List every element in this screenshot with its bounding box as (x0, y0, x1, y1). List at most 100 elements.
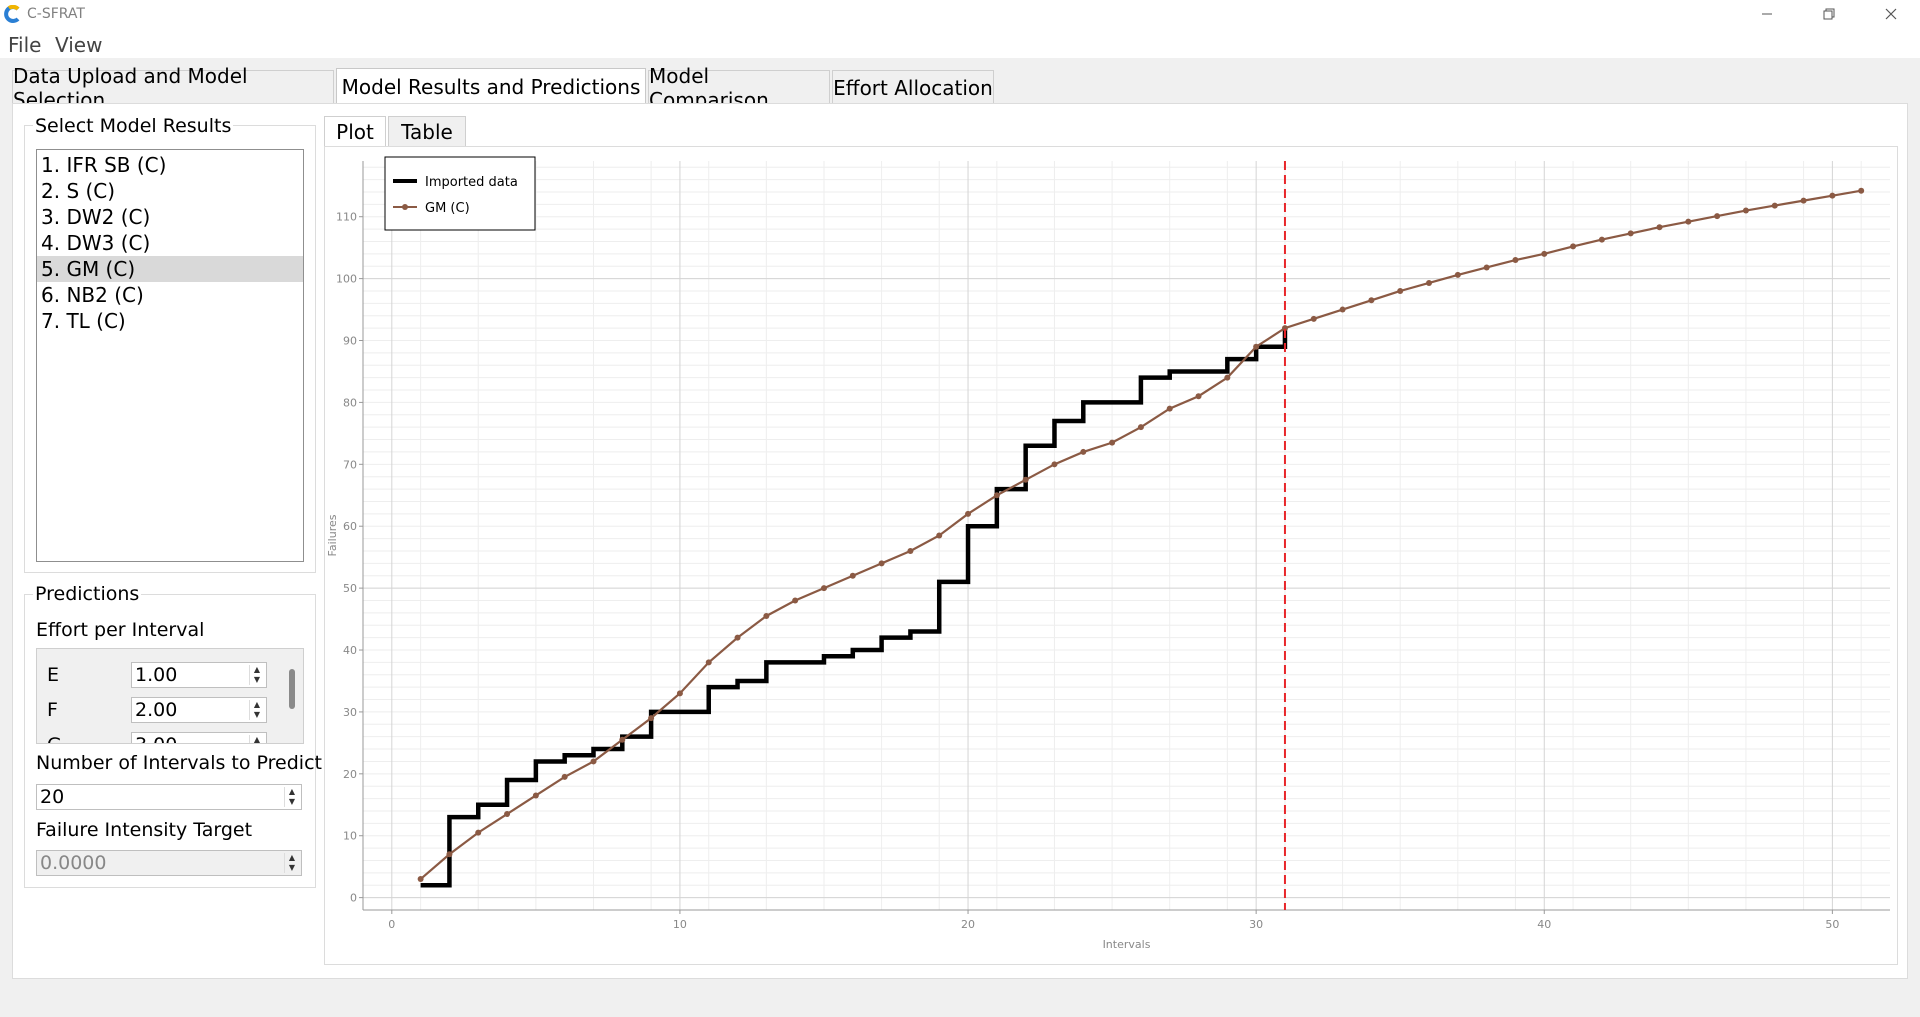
spin-down-icon[interactable]: ▼ (288, 797, 296, 806)
chart-grid (362, 161, 1890, 910)
gm-model-point (1051, 461, 1058, 468)
spin-up-icon[interactable]: ▲ (253, 665, 261, 674)
tab-effort-allocation[interactable]: Effort Allocation (832, 70, 994, 104)
intervals-to-predict-spinbox[interactable]: 20 ▲ ▼ (36, 784, 302, 810)
gm-model-point (1080, 448, 1087, 455)
effort-e-value: 1.00 (135, 664, 178, 686)
legend-imported-label: Imported data (425, 175, 518, 190)
minimize-icon (1762, 13, 1772, 15)
gm-model-point (1800, 197, 1807, 204)
gm-model-point (1339, 306, 1346, 313)
menu-bar: File View (0, 28, 1920, 58)
gm-model-point (1109, 439, 1116, 446)
effort-scrollbar-handle[interactable] (289, 669, 295, 709)
gm-model-point (1627, 230, 1634, 237)
spin-arrows[interactable]: ▲▼ (284, 853, 299, 873)
model-results-list[interactable]: 1. IFR SB (C) 2. S (C) 3. DW2 (C) 4. DW3… (36, 149, 304, 562)
spin-up-icon[interactable]: ▲ (288, 787, 296, 796)
y-tick-label: 80 (343, 396, 357, 409)
title-bar: C-SFRAT (0, 0, 1920, 28)
y-tick-label: 60 (343, 520, 357, 533)
gm-model-point (1742, 207, 1749, 214)
failure-intensity-target-spinbox[interactable]: 0.0000 ▲ ▼ (36, 850, 302, 876)
gm-model-point (475, 829, 482, 836)
effort-row-label: F (47, 699, 58, 721)
effort-per-interval-label: Effort per Interval (36, 619, 205, 641)
x-tick-label: 30 (1249, 918, 1263, 931)
predictions-title: Predictions (33, 583, 142, 605)
gm-model-point (792, 597, 799, 604)
gm-model-point (1195, 393, 1202, 400)
intervals-to-predict-value: 20 (40, 786, 65, 808)
gm-model-point (1541, 250, 1548, 257)
effort-g-value: 3.00 (135, 734, 177, 743)
restore-button[interactable] (1806, 0, 1852, 28)
subtab-plot[interactable]: Plot (324, 116, 386, 146)
spin-down-icon[interactable]: ▼ (253, 710, 261, 719)
list-item[interactable]: 2. S (C) (41, 179, 116, 203)
gm-model-point (907, 547, 914, 554)
menu-view[interactable]: View (55, 33, 103, 57)
gm-model-point (849, 572, 856, 579)
gm-model-point (619, 736, 626, 743)
list-item[interactable]: 6. NB2 (C) (41, 283, 144, 307)
spin-arrows[interactable]: ▲▼ (249, 665, 264, 685)
x-tick-label: 20 (961, 918, 975, 931)
gm-model-point (446, 851, 453, 858)
spin-arrows[interactable]: ▲▼ (284, 787, 299, 807)
effort-per-interval-area[interactable]: E 1.00 ▲▼ F 2.00 ▲▼ G 3.00 ▲▼ (36, 648, 304, 744)
gm-model-point (1771, 202, 1778, 209)
spin-up-icon[interactable]: ▲ (253, 700, 261, 709)
x-axis-label: Intervals (1103, 938, 1151, 951)
x-tick-label: 0 (388, 918, 395, 931)
y-axis-label: Failures (326, 514, 339, 556)
tab-data-upload[interactable]: Data Upload and Model Selection (12, 64, 334, 112)
y-tick-label: 100 (336, 273, 357, 286)
gm-model-point (1310, 315, 1317, 322)
close-button[interactable] (1868, 0, 1914, 28)
list-item[interactable]: 1. IFR SB (C) (41, 153, 167, 177)
list-item[interactable]: 3. DW2 (C) (41, 205, 151, 229)
results-chart[interactable]: 0 10 20 30 40 50 0 10 20 30 40 50 60 70 80 90 100 110 Inte… (325, 147, 1897, 964)
gm-model-point (417, 876, 424, 883)
effort-g-spinbox[interactable]: 3.00 ▲▼ (131, 732, 267, 744)
gm-model-point (1166, 405, 1173, 412)
failure-intensity-target-value: 0.0000 (40, 852, 107, 874)
list-item[interactable]: 4. DW3 (C) (41, 231, 151, 255)
effort-f-value: 2.00 (135, 699, 178, 721)
gm-model-point (1714, 213, 1721, 220)
gm-model-point (676, 690, 683, 697)
gm-model-point (1397, 287, 1404, 294)
menu-file[interactable]: File (8, 33, 42, 57)
spin-up-icon[interactable]: ▲ (253, 735, 261, 744)
spin-arrows[interactable]: ▲▼ (249, 700, 264, 720)
list-item[interactable]: 7. TL (C) (41, 309, 126, 333)
y-tick-label: 70 (343, 458, 357, 471)
tab-model-comparison[interactable]: Model Comparison (648, 64, 830, 112)
gm-model-point (1224, 374, 1231, 381)
y-tick-label: 110 (336, 211, 357, 224)
effort-e-spinbox[interactable]: 1.00 ▲ ▼ (131, 662, 267, 688)
x-tick-label: 40 (1537, 918, 1551, 931)
minimize-button[interactable] (1744, 0, 1790, 28)
spin-down-icon[interactable]: ▼ (288, 863, 296, 872)
list-item-selected[interactable]: 5. GM (C) (37, 256, 303, 282)
gm-model-point (1454, 271, 1461, 278)
subtab-table[interactable]: Table (388, 116, 466, 146)
gm-model-point (1368, 297, 1375, 304)
y-tick-label: 90 (343, 335, 357, 348)
predictions-group (24, 594, 316, 888)
y-tick-label: 30 (343, 706, 357, 719)
gm-model-point (648, 715, 655, 722)
gm-model-point (1022, 476, 1029, 483)
gm-model-point (763, 612, 770, 619)
intervals-to-predict-label: Number of Intervals to Predict (36, 752, 322, 774)
spin-arrows[interactable]: ▲▼ (249, 735, 264, 744)
tab-model-results[interactable]: Model Results and Predictions (336, 68, 646, 104)
spin-up-icon[interactable]: ▲ (288, 853, 296, 862)
gm-model-point (820, 585, 827, 592)
x-tick-label: 50 (1825, 918, 1839, 931)
effort-f-spinbox[interactable]: 2.00 ▲ ▼ (131, 697, 267, 723)
gm-model-point (1570, 243, 1577, 250)
spin-down-icon[interactable]: ▼ (253, 675, 261, 684)
